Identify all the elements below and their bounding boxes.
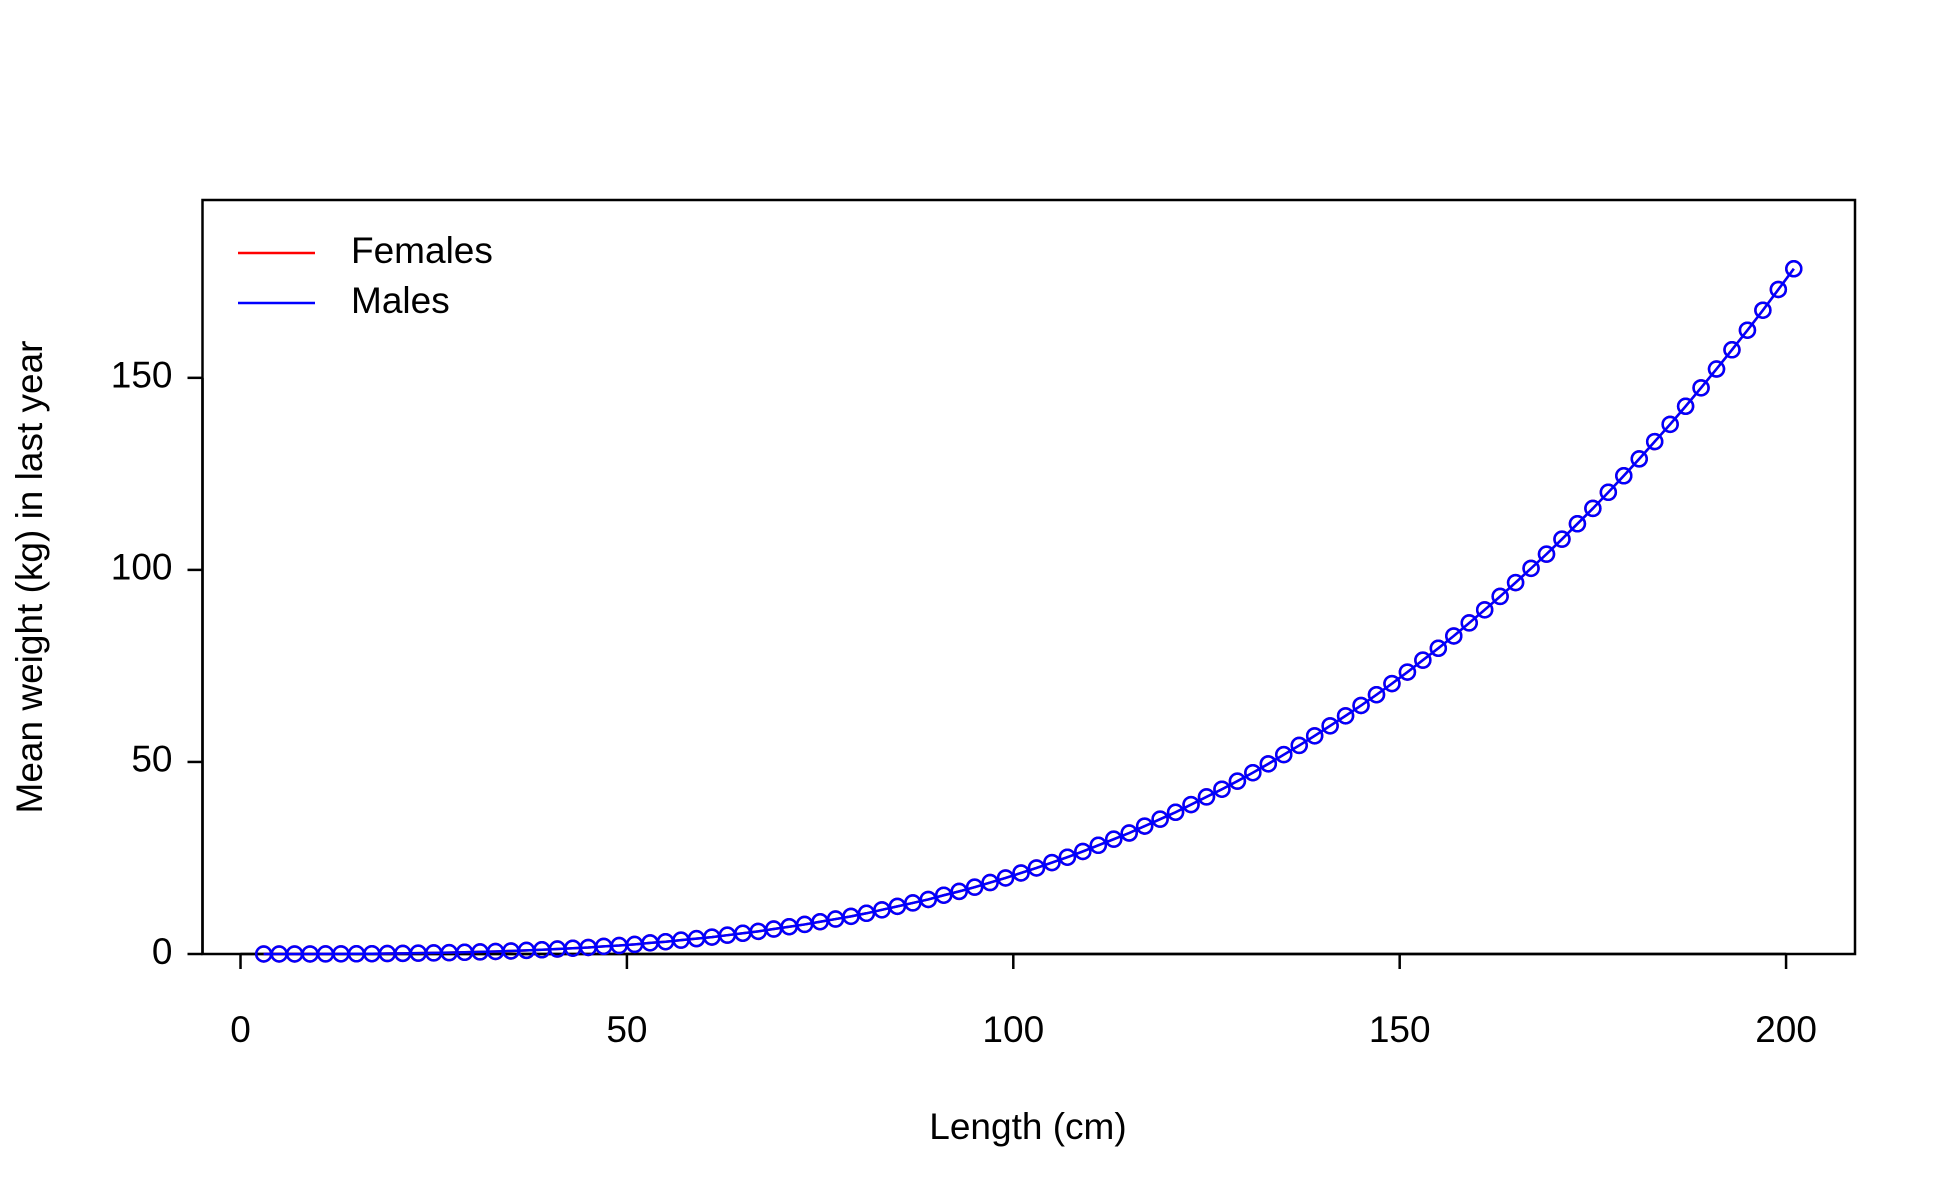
- data-point: [1259, 755, 1278, 773]
- data-point: [1089, 836, 1108, 855]
- data-point: [1027, 859, 1046, 877]
- data-point: [1305, 727, 1324, 745]
- data-point: [1429, 639, 1448, 658]
- data-point: [1197, 788, 1216, 806]
- data-point: [1336, 707, 1355, 725]
- data-point: [1460, 614, 1478, 632]
- data-point: [1120, 824, 1138, 842]
- data-point: [1321, 717, 1339, 735]
- data-point: [1522, 559, 1540, 578]
- data-point: [1692, 379, 1710, 397]
- legend-label: Males: [351, 280, 450, 321]
- data-point: [1537, 545, 1556, 563]
- y-tick-label: 0: [152, 931, 173, 972]
- legend-label: Females: [351, 230, 493, 271]
- data-point: [1182, 795, 1200, 814]
- plot-frame: [201, 198, 1857, 956]
- data-point: [1398, 663, 1417, 681]
- data-point: [1491, 587, 1509, 606]
- data-point: [1676, 397, 1695, 416]
- data-point: [934, 886, 953, 904]
- data-point: [1475, 601, 1494, 619]
- data-point: [1723, 341, 1741, 359]
- data-point: [1383, 674, 1401, 693]
- data-point: [1043, 853, 1061, 872]
- data-point: [1599, 483, 1618, 502]
- data-point: [981, 873, 999, 892]
- data-point: [1213, 780, 1231, 798]
- data-point: [1754, 301, 1772, 319]
- series-line: [263, 268, 1795, 956]
- data-point: [965, 878, 984, 896]
- data-point: [1445, 627, 1463, 645]
- data-point: [1506, 573, 1525, 592]
- data-point: [1553, 530, 1571, 548]
- data-point: [1568, 515, 1587, 533]
- data-point: [1275, 745, 1293, 764]
- data-point: [1584, 499, 1602, 518]
- data-point: [996, 869, 1015, 887]
- x-axis-label: Length (cm): [929, 1106, 1126, 1147]
- data-point: [1058, 848, 1077, 866]
- x-tick-label: 150: [1369, 1009, 1431, 1050]
- data-point: [1615, 467, 1633, 485]
- y-axis-label: Mean weight (kg) in last year: [9, 341, 50, 814]
- data-point: [1352, 696, 1370, 715]
- data-point: [1166, 803, 1185, 822]
- x-tick-label: 200: [1755, 1009, 1817, 1050]
- data-point: [1012, 864, 1030, 882]
- data-point: [1630, 450, 1648, 468]
- data-point: [1645, 432, 1664, 451]
- data-point: [1151, 810, 1169, 828]
- data-point: [950, 882, 968, 901]
- data-point: [1074, 842, 1092, 861]
- data-point: [1738, 321, 1757, 339]
- data-point: [1367, 685, 1386, 704]
- data-point: [1105, 830, 1123, 848]
- x-tick-label: 50: [606, 1009, 647, 1050]
- data-point: [1785, 260, 1803, 278]
- y-tick-label: 50: [131, 739, 172, 780]
- x-tick-label: 100: [982, 1009, 1044, 1050]
- data-point: [1414, 651, 1432, 669]
- x-tick-label: 0: [230, 1009, 251, 1050]
- data-point: [1707, 360, 1726, 378]
- data-point: [1244, 763, 1262, 782]
- data-point: [1290, 736, 1308, 755]
- data-point: [1661, 415, 1679, 434]
- data-point: [1769, 280, 1788, 299]
- y-tick-label: 150: [111, 355, 173, 396]
- data-point: [1135, 817, 1154, 835]
- y-tick-label: 100: [111, 547, 173, 588]
- series-line: [263, 268, 1795, 956]
- data-point: [919, 890, 938, 909]
- data-point: [1228, 772, 1247, 790]
